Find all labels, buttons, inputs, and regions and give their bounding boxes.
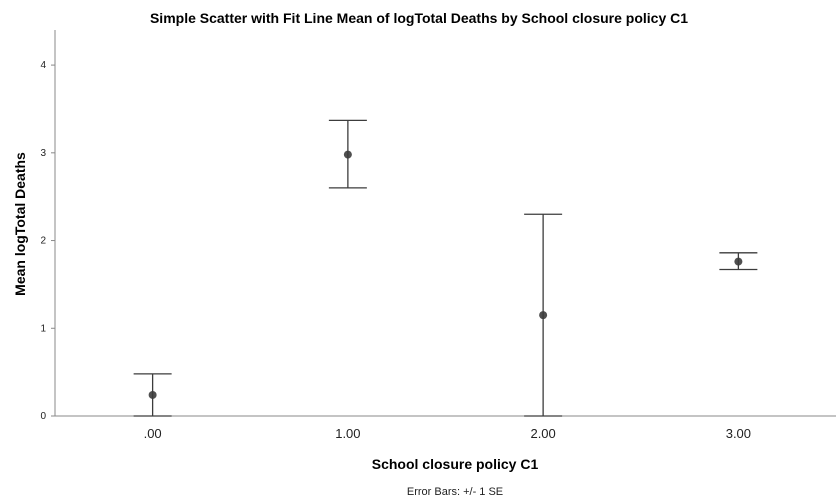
- x-tick-label: 2.00: [530, 426, 555, 441]
- y-tick-label: 4: [40, 60, 46, 71]
- x-axis-label: School closure policy C1: [371, 456, 539, 472]
- y-tick-label: 1: [40, 323, 46, 334]
- data-point: [148, 390, 157, 399]
- y-tick-label: 0: [40, 411, 46, 422]
- y-tick-label: 3: [40, 148, 46, 159]
- x-tick-label: .00: [144, 426, 162, 441]
- data-point: [734, 257, 743, 266]
- x-tick-label: 3.00: [726, 426, 751, 441]
- data-point: [343, 150, 352, 159]
- error-bar-note: Error Bars: +/- 1 SE: [406, 486, 504, 498]
- x-tick-label: 1.00: [335, 426, 360, 441]
- y-tick-label: 2: [40, 236, 46, 247]
- y-axis-label: Mean logTotal Deaths: [12, 152, 28, 296]
- chart-title: Simple Scatter with Fit Line Mean of log…: [149, 10, 689, 26]
- data-point: [539, 311, 548, 320]
